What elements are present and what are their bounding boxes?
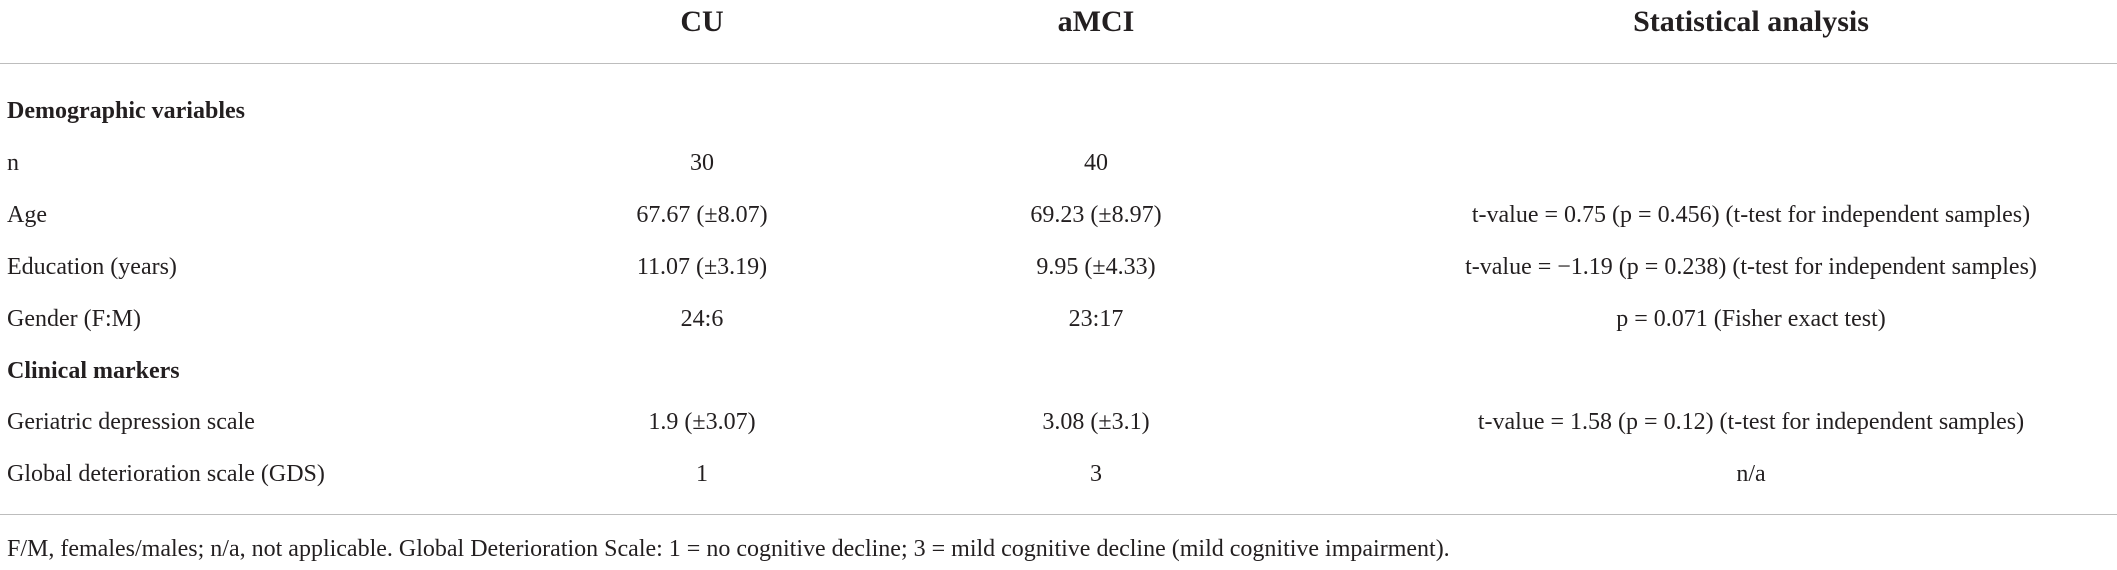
table-cell: 11.07 (±3.19) <box>636 253 768 280</box>
table-cell: 1 <box>696 461 708 488</box>
row-label: Global deterioration scale (GDS) <box>7 461 325 488</box>
column-header: Statistical analysis <box>1633 5 1869 38</box>
table-cell: 3.08 (±3.1) <box>1042 409 1150 436</box>
row-label: n <box>7 149 19 176</box>
table-cell: 3 <box>1090 461 1102 488</box>
column-header: CU <box>680 5 724 38</box>
table-cell: 23:17 <box>1068 305 1124 332</box>
bottom-rule <box>0 514 2117 515</box>
table-cell: p = 0.071 (Fisher exact test) <box>1616 305 1886 332</box>
section-title: Clinical markers <box>7 357 180 384</box>
table-cell: 30 <box>690 149 714 176</box>
table-cell: 40 <box>1084 149 1108 176</box>
table-cell: 24:6 <box>680 305 724 332</box>
table-cell: 69.23 (±8.97) <box>1030 201 1162 228</box>
row-label: Education (years) <box>7 253 177 280</box>
table-cell: 67.67 (±8.07) <box>636 201 768 228</box>
table-cell: 1.9 (±3.07) <box>648 409 756 436</box>
row-label: Age <box>7 201 47 228</box>
row-label: Gender (F:M) <box>7 305 141 332</box>
table-cell: n/a <box>1736 461 1766 488</box>
row-label: Geriatric depression scale <box>7 409 255 436</box>
table-cell: t-value = 0.75 (p = 0.456) (t-test for i… <box>1471 201 2031 228</box>
table-cell: t-value = 1.58 (p = 0.12) (t-test for in… <box>1477 409 2025 436</box>
table-cell: 9.95 (±4.33) <box>1036 253 1156 280</box>
header-rule <box>0 63 2117 64</box>
table-cell: t-value = −1.19 (p = 0.238) (t-test for … <box>1465 253 2037 280</box>
section-title: Demographic variables <box>7 98 245 124</box>
footnote: F/M, females/males; n/a, not applicable.… <box>7 536 1450 562</box>
column-header: aMCI <box>1057 5 1135 38</box>
